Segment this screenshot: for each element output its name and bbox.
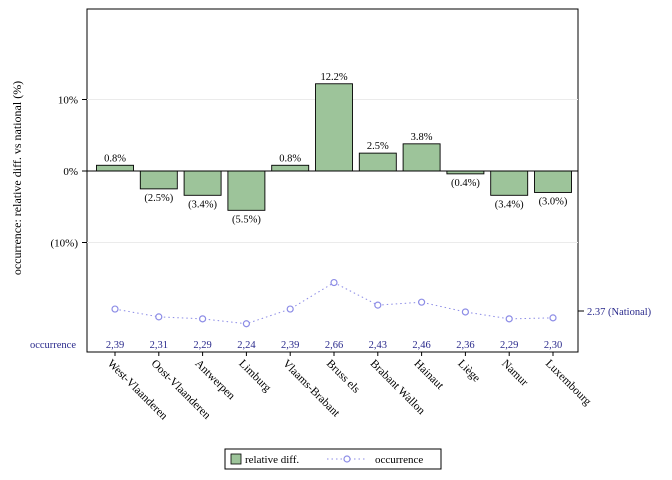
bar-value-label: (5.5%) — [232, 214, 261, 225]
bar-value-label: (2.5%) — [144, 193, 173, 204]
occurrence-value-label: 2,39 — [281, 340, 299, 351]
category-label: Hainaut — [411, 358, 446, 393]
category-label: Bruss els — [324, 358, 362, 396]
category-label: Liège — [455, 358, 482, 385]
bar — [315, 83, 353, 172]
occurrence-line — [114, 282, 554, 325]
bar — [490, 170, 529, 196]
legend-bar-label: relative diff. — [245, 454, 299, 466]
bar-value-label: 3.8% — [411, 132, 433, 143]
category-label: Luxembourg — [543, 358, 594, 409]
occurrence-value-label: 2,31 — [150, 340, 168, 351]
plot-frame-group — [86, 8, 579, 353]
occurrence-value-label: 2,39 — [106, 340, 124, 351]
bar — [358, 152, 397, 172]
occurrence-marker — [549, 314, 557, 322]
bar-value-label: 12.2% — [320, 72, 347, 83]
y-tick-label: (10%) — [51, 238, 79, 250]
occurrence-value-label: 2,30 — [544, 340, 562, 351]
occurrence-value-label: 2,66 — [325, 340, 343, 351]
occurrence-marker — [111, 305, 119, 313]
occurrence-value-label: 2,29 — [193, 340, 211, 351]
bar-value-label: 0.8% — [279, 153, 301, 164]
category-label: Antwerpen — [192, 358, 237, 403]
category-label: Limburg — [236, 358, 273, 395]
bar-label-layer: 0.8% (2.5%) (3.4%) (5.5%) 0.8% 12.2% 2.5% 3.8% (… — [104, 72, 568, 226]
y-tick-label: 0% — [63, 166, 78, 178]
bar-value-label: (3.0%) — [539, 196, 568, 207]
occurrence-marker — [155, 313, 163, 321]
y-axis-title: occurrence: relative diff. vs national (… — [10, 81, 24, 275]
occurrence-value-label: 2,43 — [369, 340, 387, 351]
legend-marker-swatch — [343, 455, 351, 463]
occurrence-marker — [242, 320, 250, 328]
occurrence-marker — [199, 315, 207, 323]
category-label: Namur — [499, 358, 530, 389]
bar — [96, 164, 134, 172]
legend: relative diff. occurrence — [224, 448, 442, 470]
national-label: 2.37 (National) — [587, 307, 652, 318]
occurrence-marker — [286, 305, 294, 313]
occurrence-marker — [374, 301, 382, 309]
occurrence-marker — [418, 298, 426, 306]
occurrence-marker — [330, 278, 338, 287]
plot-frame — [86, 8, 579, 353]
bar-value-label: 2.5% — [367, 141, 389, 152]
bar — [402, 143, 441, 172]
occurrence-value-label: 2,29 — [500, 340, 518, 351]
y-tick-label: 10% — [58, 95, 78, 107]
bar — [227, 170, 266, 211]
bar-value-label: (3.4%) — [495, 199, 524, 210]
bar — [139, 170, 178, 190]
y-tick-layer: 10% 0% (10%) — [51, 95, 87, 250]
occurrence-row-label: occurrence — [30, 340, 76, 351]
occurrence-value-layer: 2,39 2,31 2,29 2,24 2,39 2,66 2,43 2,46 2,36 2,29… — [106, 340, 562, 351]
bar-value-label: 0.8% — [104, 153, 126, 164]
bar-value-label: (0.4%) — [451, 178, 480, 189]
occurrence-marker — [461, 308, 469, 316]
bar — [534, 170, 572, 193]
occurrence-value-label: 2,36 — [456, 340, 474, 351]
bar-layer — [96, 83, 572, 211]
occurrence-value-label: 2,24 — [237, 340, 256, 351]
bar — [271, 164, 310, 172]
legend-line-label: occurrence — [375, 454, 423, 466]
occurrence-line-layer — [111, 278, 557, 328]
occurrence-marker — [505, 315, 513, 323]
legend-bar-swatch — [230, 453, 242, 465]
bar — [183, 170, 222, 196]
bar-value-label: (3.4%) — [188, 199, 217, 210]
occurrence-value-label: 2,46 — [412, 340, 430, 351]
